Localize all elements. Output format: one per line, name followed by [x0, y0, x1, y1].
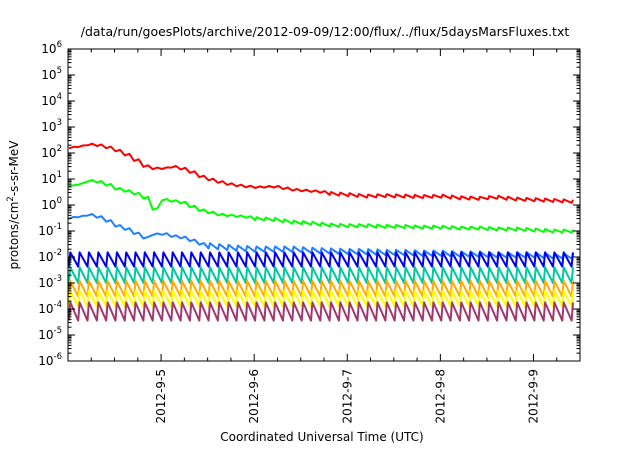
y-tick-label: 104 [41, 92, 62, 108]
series-line-1 [68, 142, 574, 204]
y-tick-label: 10-3 [38, 274, 62, 290]
y-tick-label: 10-6 [38, 352, 62, 368]
y-tick-label: 103 [41, 118, 62, 134]
x-tick-label: 2012-9-7 [340, 369, 354, 423]
x-tick-label: 2012-9-9 [526, 369, 540, 423]
y-axis-label-part2: -s-sr-MeV [7, 140, 21, 196]
series-layer [67, 142, 574, 322]
series-line-2 [68, 179, 574, 234]
y-tick-label: 105 [41, 66, 62, 82]
series-line-7 [67, 289, 574, 308]
y-tick-label: 10-5 [38, 326, 62, 342]
x-axis-ticks: 2012-9-5 2012-9-6 2012-9-7 2012-9-8 2012-9-9 [90, 49, 558, 423]
y-axis-label: protons/cm2-s-sr-MeV [6, 140, 21, 270]
chart-title: /data/run/goesPlots/archive/2012-09-09/1… [81, 24, 570, 39]
x-tick-label: 2012-9-6 [247, 369, 261, 423]
series-line-4 [67, 251, 574, 268]
y-axis-label-superscript: 2 [6, 196, 16, 201]
x-axis-label: Coordinated Universal Time (UTC) [220, 430, 423, 444]
series-line-8 [67, 301, 574, 322]
y-tick-label: 106 [41, 40, 62, 56]
series-line-5 [67, 266, 574, 284]
x-tick-label: 2012-9-5 [154, 369, 168, 423]
y-tick-label: 102 [41, 144, 62, 160]
y-tick-label: 101 [41, 170, 62, 186]
y-tick-label: 10-2 [38, 248, 62, 264]
y-tick-label: 100 [41, 196, 62, 212]
y-tick-label: 10-4 [38, 300, 62, 316]
y-tick-label: 10-1 [38, 222, 62, 238]
y-axis-ticks: 10-6 10-5 10-4 10-3 10-2 10-1 100 101 102 103 104 1… [38, 40, 580, 368]
y-axis-label-part1: protons/cm [7, 202, 21, 270]
x-tick-label: 2012-9-8 [433, 369, 447, 423]
